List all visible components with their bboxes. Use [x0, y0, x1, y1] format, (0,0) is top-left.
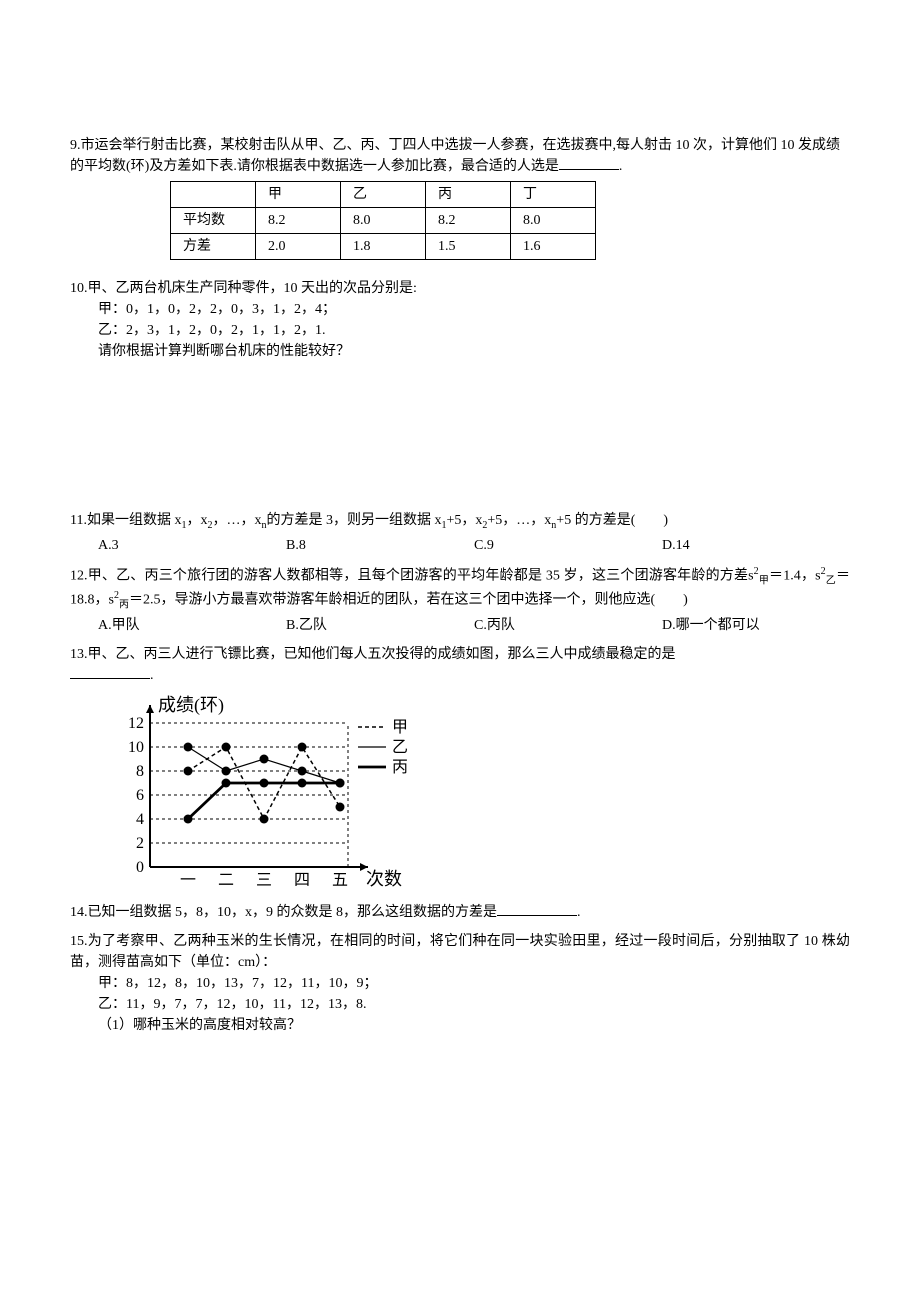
q13-blank	[70, 665, 150, 679]
q15-yi: 乙：11，9，7，7，12，10，11，12，13，8.	[70, 994, 850, 1015]
q9-table: 甲 乙 丙 丁 平均数 8.2 8.0 8.2 8.0 方差 2.0 1.8 1…	[170, 181, 596, 260]
svg-text:三: 三	[256, 872, 272, 889]
q13-text: 13.甲、乙、丙三人进行飞镖比赛，已知他们每人五次投得的成绩如图，那么三人中成绩…	[70, 644, 850, 665]
q15-text: 15.为了考察甲、乙两种玉米的生长情况，在相同的时间，将它们种在同一块实验田里，…	[70, 931, 850, 973]
svg-text:0: 0	[136, 859, 144, 876]
blank-space	[70, 370, 850, 510]
subscript: 甲	[759, 575, 769, 586]
q13-text-span: 13.甲、乙、丙三人进行飞镖比赛，已知他们每人五次投得的成绩如图，那么三人中成绩…	[70, 647, 676, 662]
option-b: B.8	[286, 535, 474, 556]
svg-text:4: 4	[136, 811, 144, 828]
q13-blank-line: .	[70, 665, 850, 686]
svg-text:四: 四	[294, 872, 310, 889]
q13-chart: 2 4 6 8 10 12 0 成绩(环) 一 二 三 四 五 次数 甲乙丙	[100, 692, 850, 892]
question-14: 14.已知一组数据 5，8，10，x，9 的众数是 8，那么这组数据的方差是.	[70, 902, 850, 923]
table-row: 方差 2.0 1.8 1.5 1.6	[171, 234, 596, 260]
cell: 8.0	[341, 208, 426, 234]
cell: 平均数	[171, 208, 256, 234]
svg-text:一: 一	[180, 872, 196, 889]
question-12: 12.甲、乙、丙三个旅行团的游客人数都相等，且每个团游客的平均年龄都是 35 岁…	[70, 564, 850, 636]
option-d: D.14	[662, 535, 850, 556]
q11-part: +5，…，x	[487, 513, 551, 528]
question-10: 10.甲、乙两台机床生产同种零件，10 天出的次品分别是: 甲：0，1，0，2，…	[70, 278, 850, 362]
svg-text:2: 2	[136, 835, 144, 852]
table-row: 甲 乙 丙 丁	[171, 182, 596, 208]
question-9: 9.市运会举行射击比赛，某校射击队从甲、乙、丙、丁四人中选拔一人参赛，在选拔赛中…	[70, 135, 850, 260]
svg-text:10: 10	[128, 739, 144, 756]
cell: 2.0	[256, 234, 341, 260]
q14-text: 14.已知一组数据 5，8，10，x，9 的众数是 8，那么这组数据的方差是	[70, 905, 497, 920]
svg-text:8: 8	[136, 763, 144, 780]
q9-text: 9.市运会举行射击比赛，某校射击队从甲、乙、丙、丁四人中选拔一人参赛，在选拔赛中…	[70, 138, 840, 174]
cell: 1.6	[511, 234, 596, 260]
q10-ask: 请你根据计算判断哪台机床的性能较好？	[70, 341, 850, 362]
q11-options: A.3 B.8 C.9 D.14	[70, 535, 850, 556]
svg-text:甲: 甲	[392, 719, 408, 736]
subscript: 丙	[119, 600, 129, 611]
option-a: A.3	[98, 535, 286, 556]
cell: 8.2	[426, 208, 511, 234]
svg-text:12: 12	[128, 715, 144, 732]
cell: 8.0	[511, 208, 596, 234]
cell: 8.2	[256, 208, 341, 234]
svg-text:次数: 次数	[366, 869, 402, 889]
q12-part: 12.甲、乙、丙三个旅行团的游客人数都相等，且每个团游客的平均年龄都是 35 岁…	[70, 568, 754, 583]
q11-part: ，x	[186, 513, 207, 528]
q12-part: ＝2.5，导游小方最喜欢带游客年龄相近的团队，若在这三个团中选择一个，则他应选(…	[129, 593, 688, 608]
q11-part: ，…，x	[212, 513, 261, 528]
question-15: 15.为了考察甲、乙两种玉米的生长情况，在相同的时间，将它们种在同一块实验田里，…	[70, 931, 850, 1036]
q12-options: A.甲队 B.乙队 C.丙队 D.哪一个都可以	[70, 615, 850, 636]
cell: 丁	[511, 182, 596, 208]
q11-text: 11.如果一组数据 x1，x2，…，xn的方差是 3，则另一组数据 x1+5，x…	[70, 510, 850, 533]
q11-part: +5，x	[446, 513, 482, 528]
q14-blank	[497, 902, 577, 916]
option-b: B.乙队	[286, 615, 474, 636]
q15-sub1: （1）哪种玉米的高度相对较高？	[70, 1015, 850, 1036]
q11-part: 的方差是 3，则另一组数据 x	[266, 513, 441, 528]
q10-yi: 乙：2，3，1，2，0，2，1，1，2，1.	[70, 320, 850, 341]
q11-part: 11.如果一组数据 x	[70, 513, 181, 528]
cell: 方差	[171, 234, 256, 260]
cell: 1.8	[341, 234, 426, 260]
q11-part: +5 的方差是( )	[556, 513, 668, 528]
svg-text:成绩(环): 成绩(环)	[158, 695, 224, 716]
q10-text: 10.甲、乙两台机床生产同种零件，10 天出的次品分别是:	[70, 278, 850, 299]
cell	[171, 182, 256, 208]
cell: 甲	[256, 182, 341, 208]
q9-blank	[559, 156, 619, 170]
option-a: A.甲队	[98, 615, 286, 636]
option-c: C.9	[474, 535, 662, 556]
option-d: D.哪一个都可以	[662, 615, 850, 636]
svg-text:6: 6	[136, 787, 144, 804]
q15-jia: 甲：8，12，8，10，13，7，12，11，10，9；	[70, 973, 850, 994]
question-13: 13.甲、乙、丙三人进行飞镖比赛，已知他们每人五次投得的成绩如图，那么三人中成绩…	[70, 644, 850, 892]
table-row: 平均数 8.2 8.0 8.2 8.0	[171, 208, 596, 234]
svg-text:丙: 丙	[392, 759, 408, 776]
subscript: 乙	[826, 575, 836, 586]
cell: 丙	[426, 182, 511, 208]
option-c: C.丙队	[474, 615, 662, 636]
question-11: 11.如果一组数据 x1，x2，…，xn的方差是 3，则另一组数据 x1+5，x…	[70, 510, 850, 556]
q12-text: 12.甲、乙、丙三个旅行团的游客人数都相等，且每个团游客的平均年龄都是 35 岁…	[70, 564, 850, 613]
line-chart: 2 4 6 8 10 12 0 成绩(环) 一 二 三 四 五 次数 甲乙丙	[100, 692, 410, 892]
svg-text:五: 五	[332, 872, 348, 889]
cell: 乙	[341, 182, 426, 208]
svg-text:二: 二	[218, 872, 234, 889]
svg-text:乙: 乙	[392, 739, 408, 756]
cell: 1.5	[426, 234, 511, 260]
q12-part: ＝1.4，s	[769, 568, 821, 583]
q10-jia: 甲：0，1，0，2，2，0，3，1，2，4；	[70, 299, 850, 320]
